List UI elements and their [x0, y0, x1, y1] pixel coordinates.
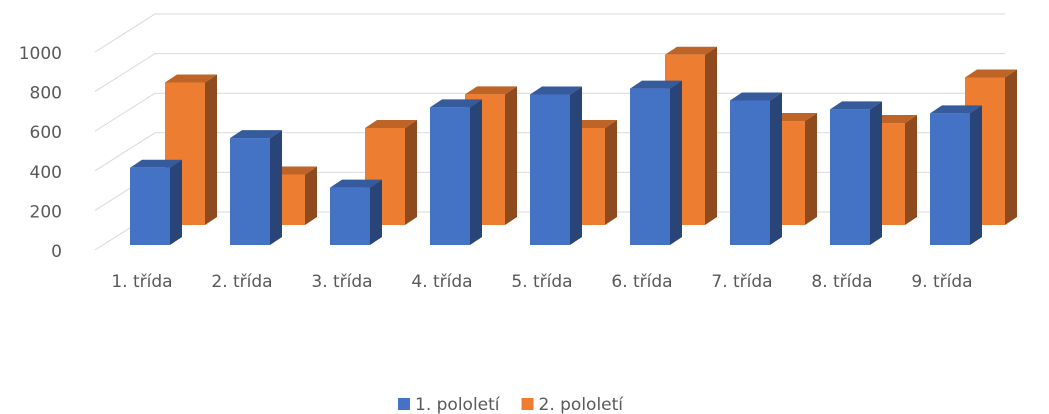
grid-line [94, 92, 1005, 132]
bar [630, 88, 670, 245]
bar-side [270, 130, 282, 245]
bar-side [905, 115, 917, 225]
bar-top [930, 105, 982, 114]
bar-side [405, 119, 417, 225]
bar [730, 100, 770, 246]
x-tick-label: 2. třída [211, 272, 272, 292]
bar-top [665, 46, 717, 55]
bar-top [730, 92, 782, 101]
bar-side [1005, 69, 1017, 226]
grid-line [94, 132, 1005, 172]
bar [330, 187, 370, 245]
bar-top [130, 159, 182, 168]
bar-side [970, 105, 982, 245]
bar-side [770, 92, 782, 246]
bar [230, 138, 270, 245]
bar-side [870, 101, 882, 246]
x-tick-label: 4. třída [411, 272, 472, 292]
bar-side [305, 166, 317, 225]
bar-top [430, 99, 482, 108]
bar-top [830, 101, 882, 110]
grid-line [94, 53, 1005, 93]
y-tick-label: 400 [30, 163, 62, 183]
legend-label: 2. pololetí [539, 395, 625, 414]
x-tick-label: 9. třída [911, 272, 972, 292]
y-tick-label: 0 [51, 242, 62, 262]
legend-swatch [398, 398, 410, 410]
bar-side [370, 179, 382, 245]
bar-top [630, 80, 682, 89]
x-tick-label: 7. třída [711, 272, 772, 292]
bar-side [605, 119, 617, 225]
bar-side [205, 74, 217, 225]
y-tick-label: 200 [30, 202, 62, 222]
bar [530, 94, 570, 246]
bar-top [230, 130, 282, 139]
x-tick-label: 5. třída [511, 272, 572, 292]
bar [430, 107, 470, 245]
x-tick-label: 1. třída [111, 272, 172, 292]
y-tick-label: 1000 [19, 44, 62, 64]
y-tick-label: 800 [30, 84, 62, 104]
x-tick-label: 8. třída [811, 272, 872, 292]
bar-top [330, 179, 382, 188]
bar-side [705, 46, 717, 225]
y-tick-label: 600 [30, 123, 62, 143]
bar-side [470, 99, 482, 245]
x-tick-label: 6. třída [611, 272, 672, 292]
bar-top [465, 86, 517, 95]
bar [930, 113, 970, 245]
grid-line [94, 13, 1005, 53]
bar-side [570, 86, 582, 246]
x-tick-label: 3. třída [311, 272, 372, 292]
bar [130, 167, 170, 245]
legend-swatch [521, 398, 534, 410]
bar [830, 109, 870, 246]
legend-label: 1. pololetí [415, 395, 501, 414]
bar-side [170, 159, 182, 245]
bar-side [505, 86, 517, 225]
bar-side [670, 80, 682, 245]
bar-top [165, 74, 217, 83]
bar-top [965, 69, 1017, 78]
bar-top [365, 119, 417, 128]
bar-top [530, 86, 582, 95]
bar-side [805, 113, 817, 225]
